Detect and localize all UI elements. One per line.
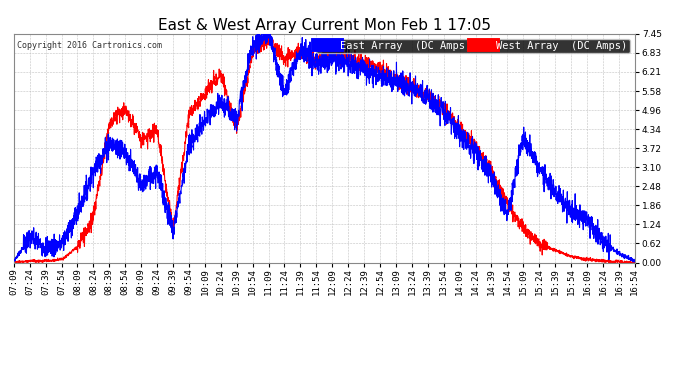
Text: Copyright 2016 Cartronics.com: Copyright 2016 Cartronics.com	[17, 40, 162, 50]
Title: East & West Array Current Mon Feb 1 17:05: East & West Array Current Mon Feb 1 17:0…	[158, 18, 491, 33]
Legend: East Array  (DC Amps), West Array  (DC Amps): East Array (DC Amps), West Array (DC Amp…	[316, 39, 629, 53]
